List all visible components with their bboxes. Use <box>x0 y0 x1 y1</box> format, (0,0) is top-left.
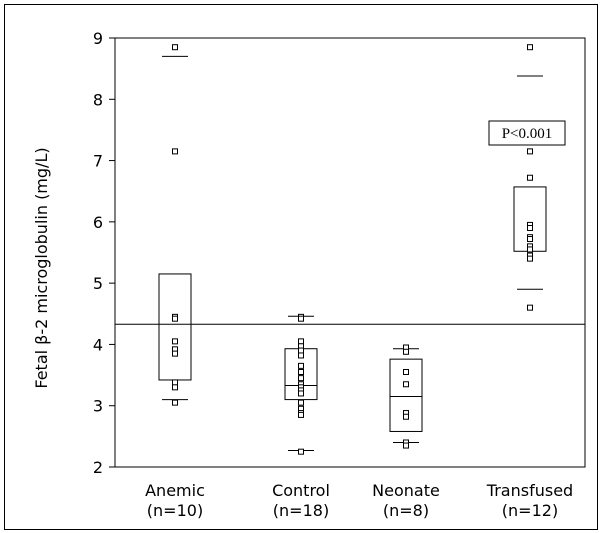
x-count-label: (n=18) <box>273 501 329 520</box>
data-point <box>172 379 178 386</box>
x-axis: Anemic(n=10) Control(n=18) Neonate(n=8) Tra… <box>145 481 573 520</box>
group-control <box>284 313 318 455</box>
y-tick-label: 5 <box>93 274 103 293</box>
box <box>389 358 423 432</box>
data-point <box>298 347 304 354</box>
y-tick-label: 6 <box>93 213 103 232</box>
data-point <box>527 174 533 181</box>
box <box>158 273 192 381</box>
plot-frame <box>114 37 586 468</box>
data-point <box>527 255 533 262</box>
data-point <box>172 148 178 155</box>
data-point <box>403 442 409 449</box>
x-category-label: Anemic <box>145 481 205 500</box>
data-point <box>172 338 178 345</box>
data-point <box>527 236 533 243</box>
data-point <box>298 411 304 418</box>
data-point <box>298 338 304 345</box>
data-point <box>403 369 409 376</box>
p-value-annotation: P<0.001 <box>502 126 553 142</box>
x-category-label: Control <box>272 481 330 500</box>
y-tick-label: 3 <box>93 397 103 416</box>
group-transfused <box>513 44 547 311</box>
x-count-label: (n=12) <box>502 501 558 520</box>
data-point <box>527 246 533 253</box>
group-neonate <box>389 344 423 449</box>
data-point <box>527 44 533 51</box>
data-point <box>298 362 304 369</box>
data-point <box>172 315 178 322</box>
data-point <box>172 44 178 51</box>
data-point <box>403 348 409 355</box>
data-point <box>298 448 304 455</box>
data-point <box>403 381 409 388</box>
data-point <box>298 399 304 406</box>
data-point <box>298 375 304 382</box>
data-point <box>172 384 178 391</box>
x-category-label: Transfused <box>486 481 573 500</box>
y-tick-label: 9 <box>93 29 103 48</box>
annotation-box: P<0.001 <box>488 120 566 146</box>
y-axis: 2 3 4 5 6 7 8 9 <box>93 29 115 477</box>
plot-area <box>114 37 586 468</box>
data-point <box>298 390 304 397</box>
x-count-label: (n=8) <box>383 501 429 520</box>
y-tick-label: 2 <box>93 458 103 477</box>
y-tick-label: 4 <box>93 335 103 354</box>
data-point <box>527 224 533 231</box>
data-point <box>172 350 178 357</box>
y-axis-label: Fetal β-2 microglobulin (mg/L) <box>32 147 51 388</box>
group-anemic <box>158 44 192 406</box>
data-point <box>298 369 304 376</box>
x-category-label: Neonate <box>372 481 440 500</box>
data-point <box>298 315 304 322</box>
figure-frame <box>4 4 598 530</box>
data-point <box>172 399 178 406</box>
data-point <box>403 413 409 420</box>
y-tick-label: 8 <box>93 90 103 109</box>
data-point <box>298 352 304 359</box>
x-count-label: (n=10) <box>147 501 203 520</box>
data-point <box>527 148 533 155</box>
data-point <box>527 304 533 311</box>
y-tick-label: 7 <box>93 152 103 171</box>
